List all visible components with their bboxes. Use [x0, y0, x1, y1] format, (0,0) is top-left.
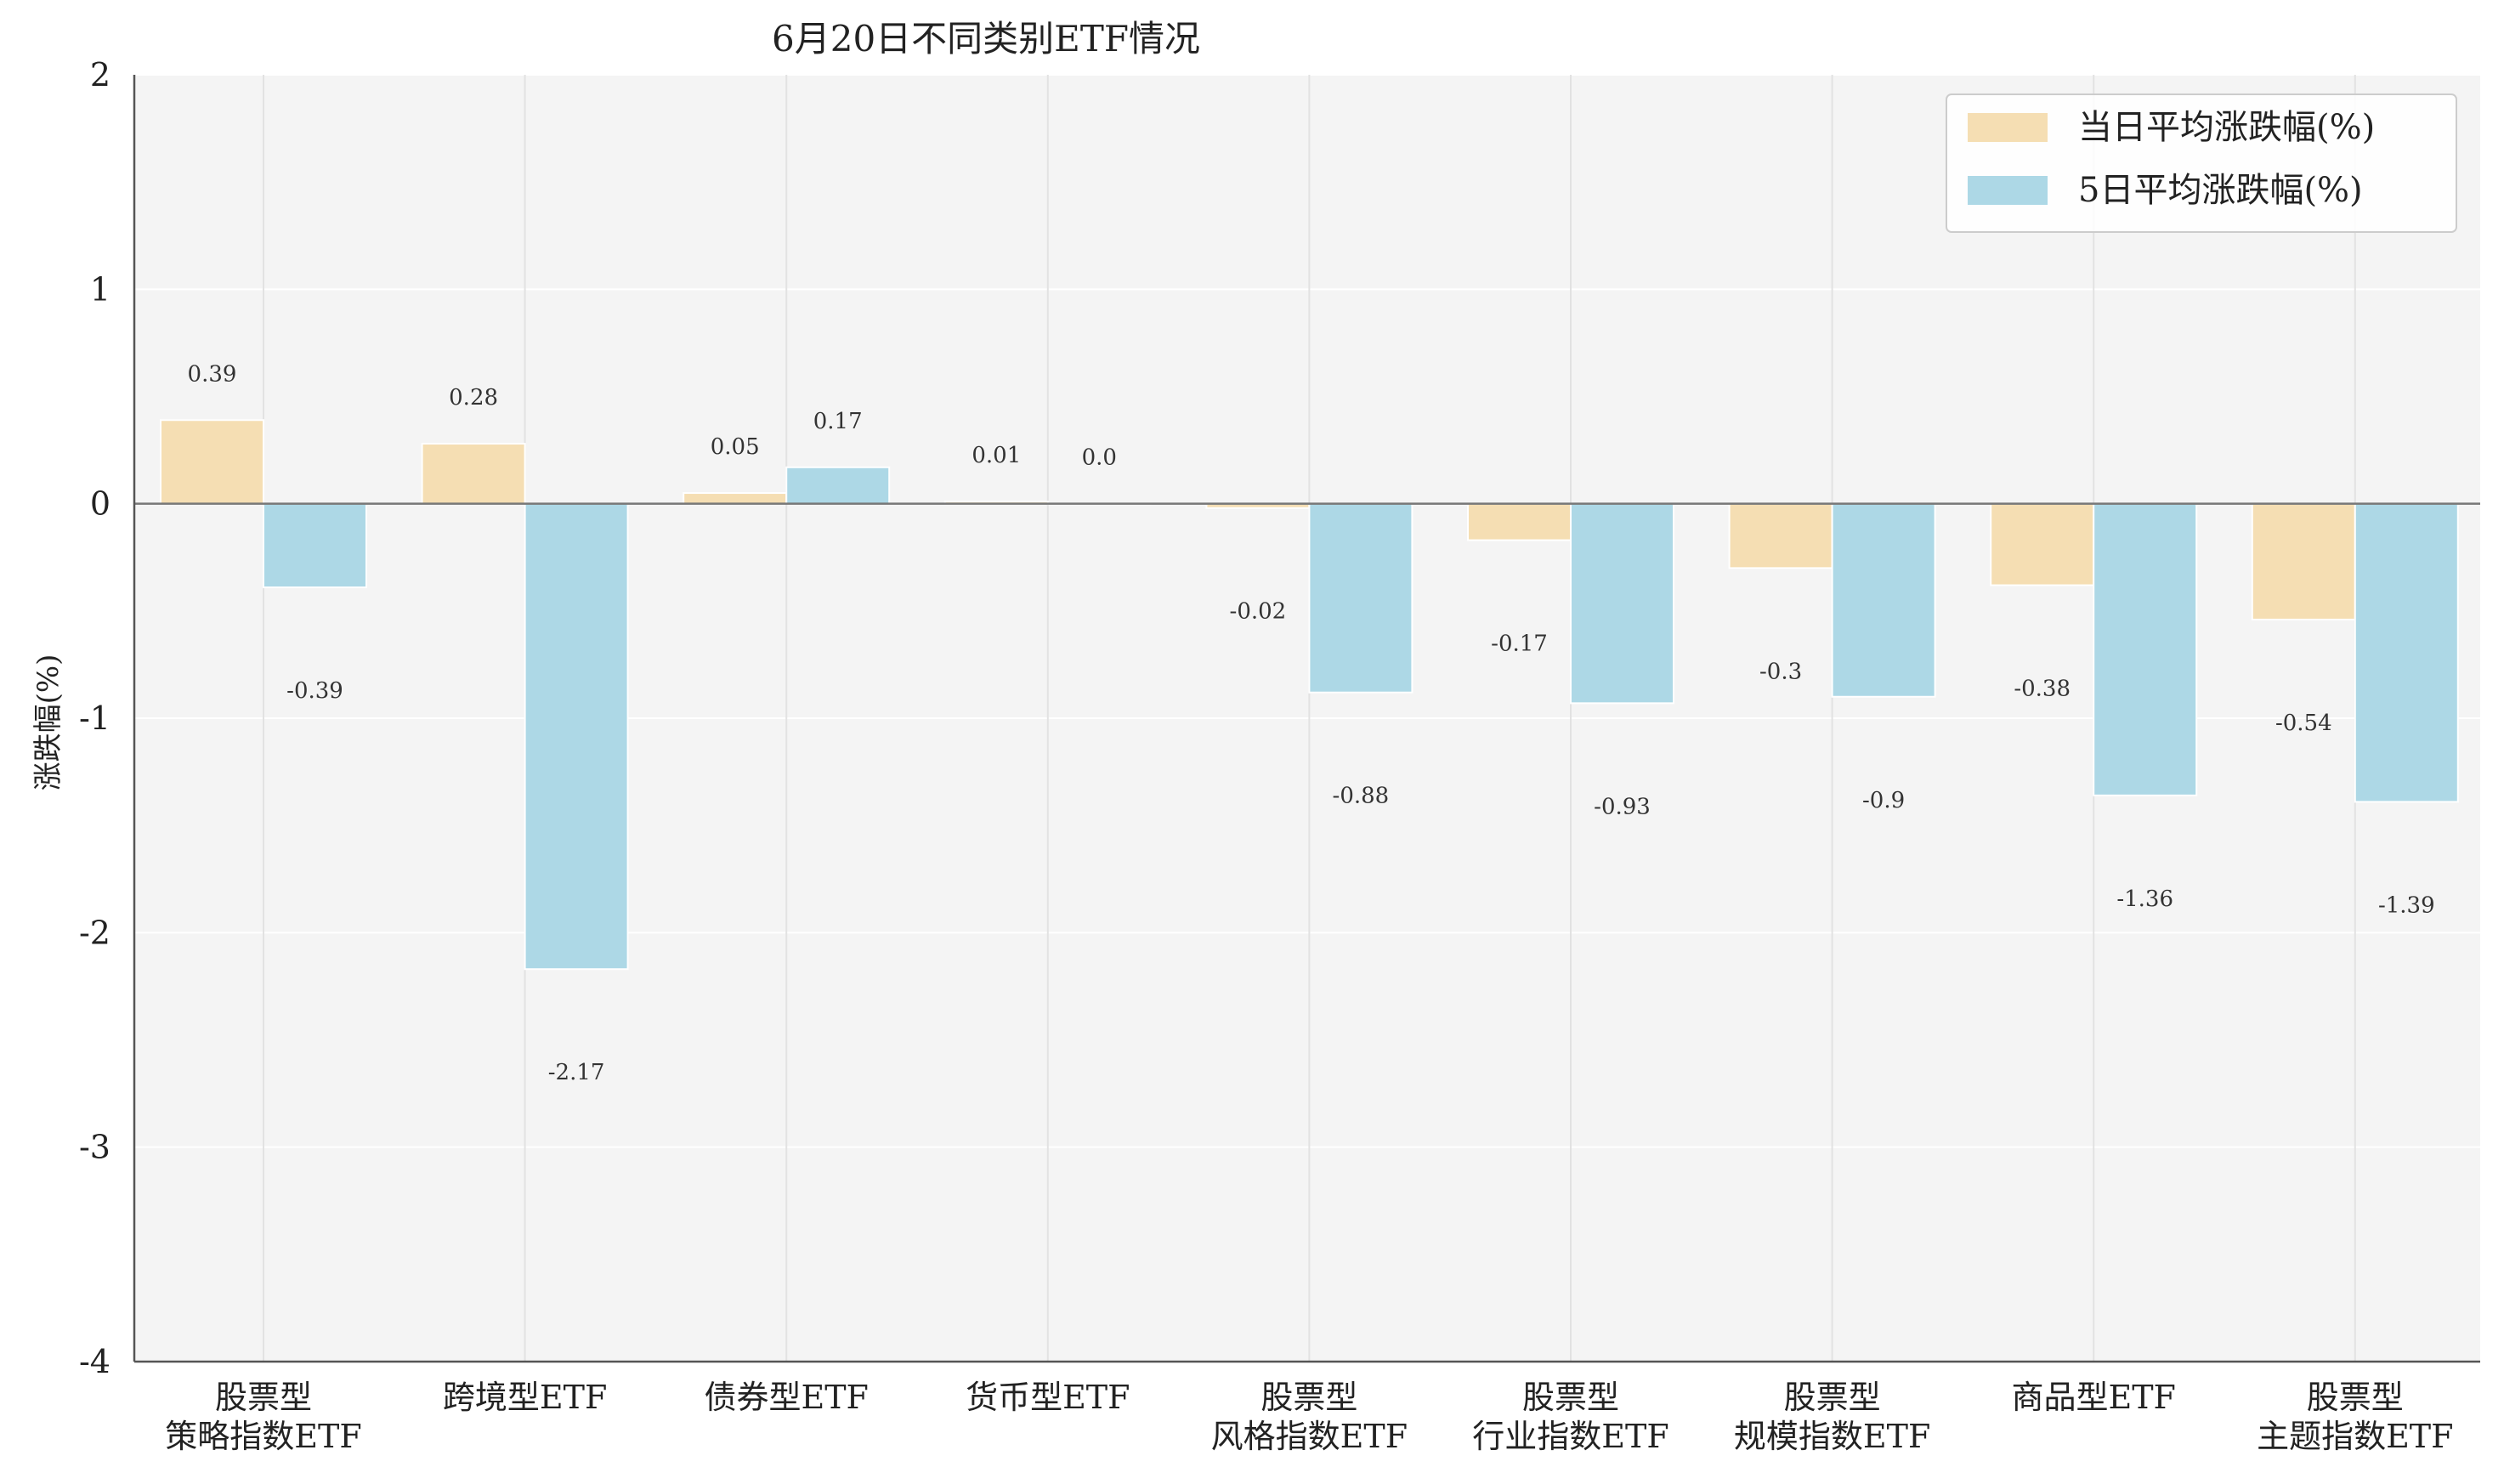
- legend: 当日平均涨跌幅(%) 5日平均涨跌幅(%): [1946, 93, 2457, 233]
- y-tick-label: -3: [79, 1129, 110, 1166]
- x-tick-label: 股票型: [1522, 1379, 1619, 1416]
- x-tick-label: 跨境型ETF: [443, 1379, 607, 1416]
- bar-5day-1: [524, 502, 629, 971]
- bar-5day-4: [1308, 502, 1413, 694]
- data-label: -0.38: [2014, 677, 2071, 702]
- legend-swatch: [1968, 176, 2048, 205]
- y-tick-label: -2: [79, 914, 110, 951]
- legend-swatch: [1968, 113, 2048, 142]
- bar-daily-7: [1990, 502, 2095, 586]
- data-label: -0.02: [1230, 599, 1287, 625]
- bar-5day-0: [263, 502, 367, 589]
- bar-daily-6: [1728, 502, 1833, 569]
- data-label: -0.17: [1491, 632, 1548, 657]
- data-label: 0.0: [1082, 445, 1117, 471]
- data-label: 0.39: [188, 361, 237, 387]
- chart-title: 6月20日不同类别ETF情况: [772, 18, 1200, 59]
- data-labels: 0.39 0.28 0.05 0.01 -0.02 -0.17 -0.3 -0.38 -0.54…: [188, 361, 2435, 1085]
- data-label: -1.39: [2378, 892, 2435, 918]
- bar-5day-8: [2354, 502, 2459, 803]
- legend-label: 当日平均涨跌幅(%): [2078, 108, 2375, 147]
- x-tick-label: 股票型: [215, 1379, 312, 1416]
- y-tick-label: -4: [79, 1343, 110, 1380]
- bar-5day-7: [2093, 502, 2198, 796]
- legend-label: 5日平均涨跌幅(%): [2078, 171, 2363, 210]
- data-label: 0.28: [449, 385, 498, 411]
- x-tick-label: 规模指数ETF: [1734, 1418, 1930, 1455]
- y-axis-label: 涨跌幅(%): [31, 654, 65, 791]
- legend-box: [1946, 93, 2457, 233]
- x-tick-label: 策略指数ETF: [165, 1418, 361, 1455]
- bar-5day-6: [1831, 502, 1936, 698]
- bar-5day-5: [1570, 502, 1674, 705]
- data-label: 0.01: [972, 443, 1021, 468]
- bar-daily-8: [2251, 502, 2356, 620]
- x-tick-label: 债券型ETF: [704, 1379, 868, 1416]
- bar-daily-2: [683, 492, 788, 505]
- bar-daily-5: [1467, 502, 1572, 541]
- x-tick-label: 股票型: [1784, 1379, 1881, 1416]
- data-label: -0.9: [1862, 788, 1905, 813]
- data-label: -0.3: [1759, 659, 1802, 684]
- data-label: 0.17: [813, 409, 863, 434]
- x-tick-label: 股票型: [1260, 1379, 1357, 1416]
- data-label: -0.93: [1594, 794, 1651, 819]
- bar-daily-0: [160, 419, 264, 505]
- data-label: -0.54: [2275, 711, 2332, 736]
- x-tick-label: 货币型ETF: [966, 1379, 1130, 1416]
- y-tick-label: -1: [79, 700, 110, 737]
- data-label: 0.05: [711, 434, 760, 460]
- bar-5day-2: [785, 466, 891, 505]
- data-label: -2.17: [548, 1060, 605, 1085]
- x-tick-label: 主题指数ETF: [2257, 1418, 2453, 1455]
- y-tick-label: 0: [90, 485, 110, 523]
- data-label: -0.88: [1333, 784, 1390, 809]
- x-tick-label: 行业指数ETF: [1472, 1418, 1668, 1455]
- data-label: -0.39: [286, 678, 343, 704]
- x-tick-label: 股票型: [2307, 1379, 2404, 1416]
- y-tick-label: 1: [90, 270, 110, 308]
- x-tick-label: 风格指数ETF: [1211, 1418, 1408, 1455]
- bars: [160, 419, 2459, 971]
- bar-daily-1: [421, 443, 526, 505]
- x-tick-label: 商品型ETF: [2011, 1379, 2175, 1416]
- data-label: -1.36: [2116, 886, 2173, 912]
- y-tick-label: 2: [90, 56, 110, 93]
